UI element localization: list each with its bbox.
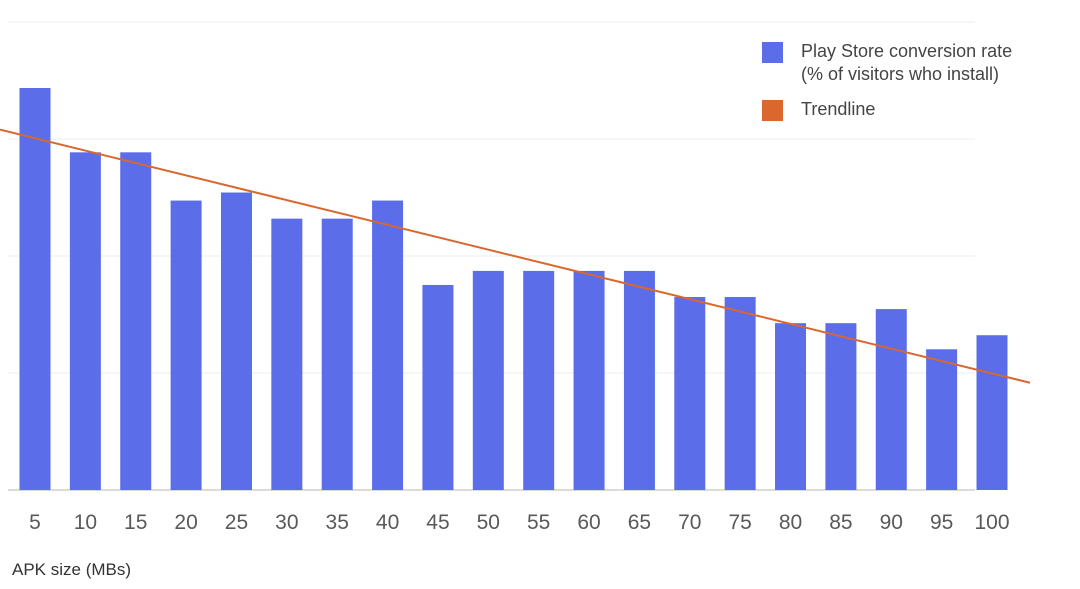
x-tick-label: 90: [880, 511, 903, 534]
bar-30: [271, 218, 303, 490]
bar-100: [976, 335, 1008, 490]
bar-85: [825, 323, 857, 490]
legend-swatch-trendline: [762, 100, 783, 121]
x-tick-label: 15: [124, 511, 147, 534]
bar-70: [674, 297, 706, 490]
trendline-series: [0, 128, 1031, 384]
x-tick-label: 85: [829, 511, 852, 534]
x-tick-label: 75: [728, 511, 751, 534]
x-tick-label: 70: [678, 511, 701, 534]
bar-90: [875, 309, 907, 490]
x-axis-title: APK size (MBs): [12, 560, 132, 579]
bar-series: [19, 88, 1008, 490]
x-tick-label: 50: [477, 511, 500, 534]
bar-25: [220, 192, 252, 490]
x-axis-ticks: 5 10 15 20 25 30 35 40 45 50 55 60 65 70 75 80 85 90 95 100: [29, 511, 1009, 534]
legend-label-conversion: Play Store conversion rate (% of visitor…: [801, 41, 1013, 84]
bar-75: [724, 297, 756, 490]
bar-5: [19, 88, 51, 490]
bar-15: [120, 152, 152, 490]
legend-label-trendline: Trendline: [801, 99, 876, 119]
bar-50: [472, 270, 504, 490]
legend-item-trendline: Trendline: [762, 98, 1062, 121]
bar-10: [69, 152, 101, 490]
x-tick-label: 35: [326, 511, 349, 534]
x-tick-label: 45: [426, 511, 449, 534]
bar-80: [775, 323, 807, 490]
bar-20: [170, 200, 202, 490]
x-tick-label: 25: [225, 511, 248, 534]
bar-35: [321, 218, 353, 490]
x-tick-label: 5: [29, 511, 41, 534]
x-tick-label: 10: [74, 511, 97, 534]
bar-65: [623, 270, 655, 490]
x-tick-label: 60: [577, 511, 600, 534]
bar-45: [422, 284, 454, 490]
bar-55: [523, 270, 555, 490]
bar-40: [372, 200, 404, 490]
bar-95: [926, 349, 958, 490]
legend-swatch-conversion: [762, 42, 783, 63]
x-tick-label: 20: [174, 511, 197, 534]
legend-item-conversion: Play Store conversion rate (% of visitor…: [762, 40, 1062, 86]
x-tick-label: 65: [628, 511, 651, 534]
x-tick-label: 40: [376, 511, 399, 534]
trendline: [0, 128, 1031, 384]
x-tick-label: 55: [527, 511, 550, 534]
x-tick-label: 100: [974, 511, 1009, 534]
bar-60: [573, 270, 605, 490]
legend: Play Store conversion rate (% of visitor…: [762, 40, 1062, 133]
x-tick-label: 80: [779, 511, 802, 534]
x-tick-label: 30: [275, 511, 298, 534]
x-tick-label: 95: [930, 511, 953, 534]
